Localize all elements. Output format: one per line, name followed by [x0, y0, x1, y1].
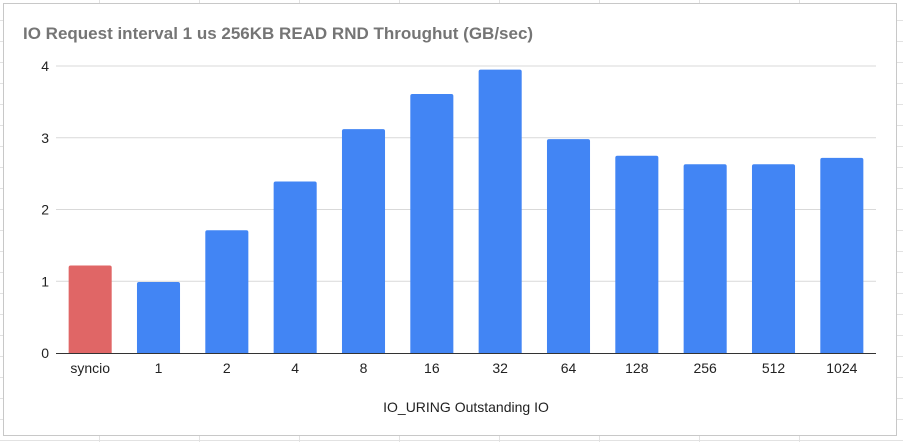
bar-syncio[interactable] — [68, 265, 112, 353]
bar-8[interactable] — [341, 129, 386, 353]
y-tick-label: 2 — [41, 202, 49, 218]
x-tick-label: 1 — [155, 360, 163, 376]
y-tick-label: 4 — [41, 58, 49, 74]
bar-128[interactable] — [615, 155, 659, 353]
x-tick-label: 32 — [492, 360, 508, 376]
x-tick-label: 2 — [223, 360, 231, 376]
x-axis-label: IO_URING Outstanding IO — [383, 399, 549, 415]
x-tick-label: 512 — [762, 360, 786, 376]
bar-512[interactable] — [751, 164, 796, 353]
x-tick-label: 64 — [561, 360, 577, 376]
bar-1024[interactable] — [820, 157, 864, 353]
gridlines — [56, 65, 876, 282]
x-tick-label: 256 — [693, 360, 717, 376]
x-tick-label: 128 — [625, 360, 649, 376]
bar-4[interactable] — [273, 181, 317, 353]
x-tick-label: 4 — [291, 360, 299, 376]
y-tick-label: 3 — [41, 130, 49, 146]
x-axis-ticks: syncio 1 2 4 8 16 32 64 128 256 512 1024 — [70, 360, 857, 376]
y-tick-label: 1 — [41, 273, 49, 289]
y-axis-ticks: 0 1 2 3 4 — [41, 58, 49, 361]
chart-title: IO Request interval 1 us 256KB READ RND … — [23, 24, 534, 43]
x-tick-label: 1024 — [826, 360, 857, 376]
bar-64[interactable] — [546, 139, 591, 353]
bar-1[interactable] — [136, 281, 181, 353]
x-tick-label: 8 — [360, 360, 368, 376]
bar-2[interactable] — [205, 230, 249, 353]
y-tick-label: 0 — [41, 345, 49, 361]
bar-32[interactable] — [478, 69, 522, 354]
bars — [68, 69, 864, 354]
x-tick-label: 16 — [424, 360, 440, 376]
x-tick-label: syncio — [70, 360, 110, 376]
bar-16[interactable] — [410, 93, 454, 354]
bar-256[interactable] — [683, 164, 727, 353]
